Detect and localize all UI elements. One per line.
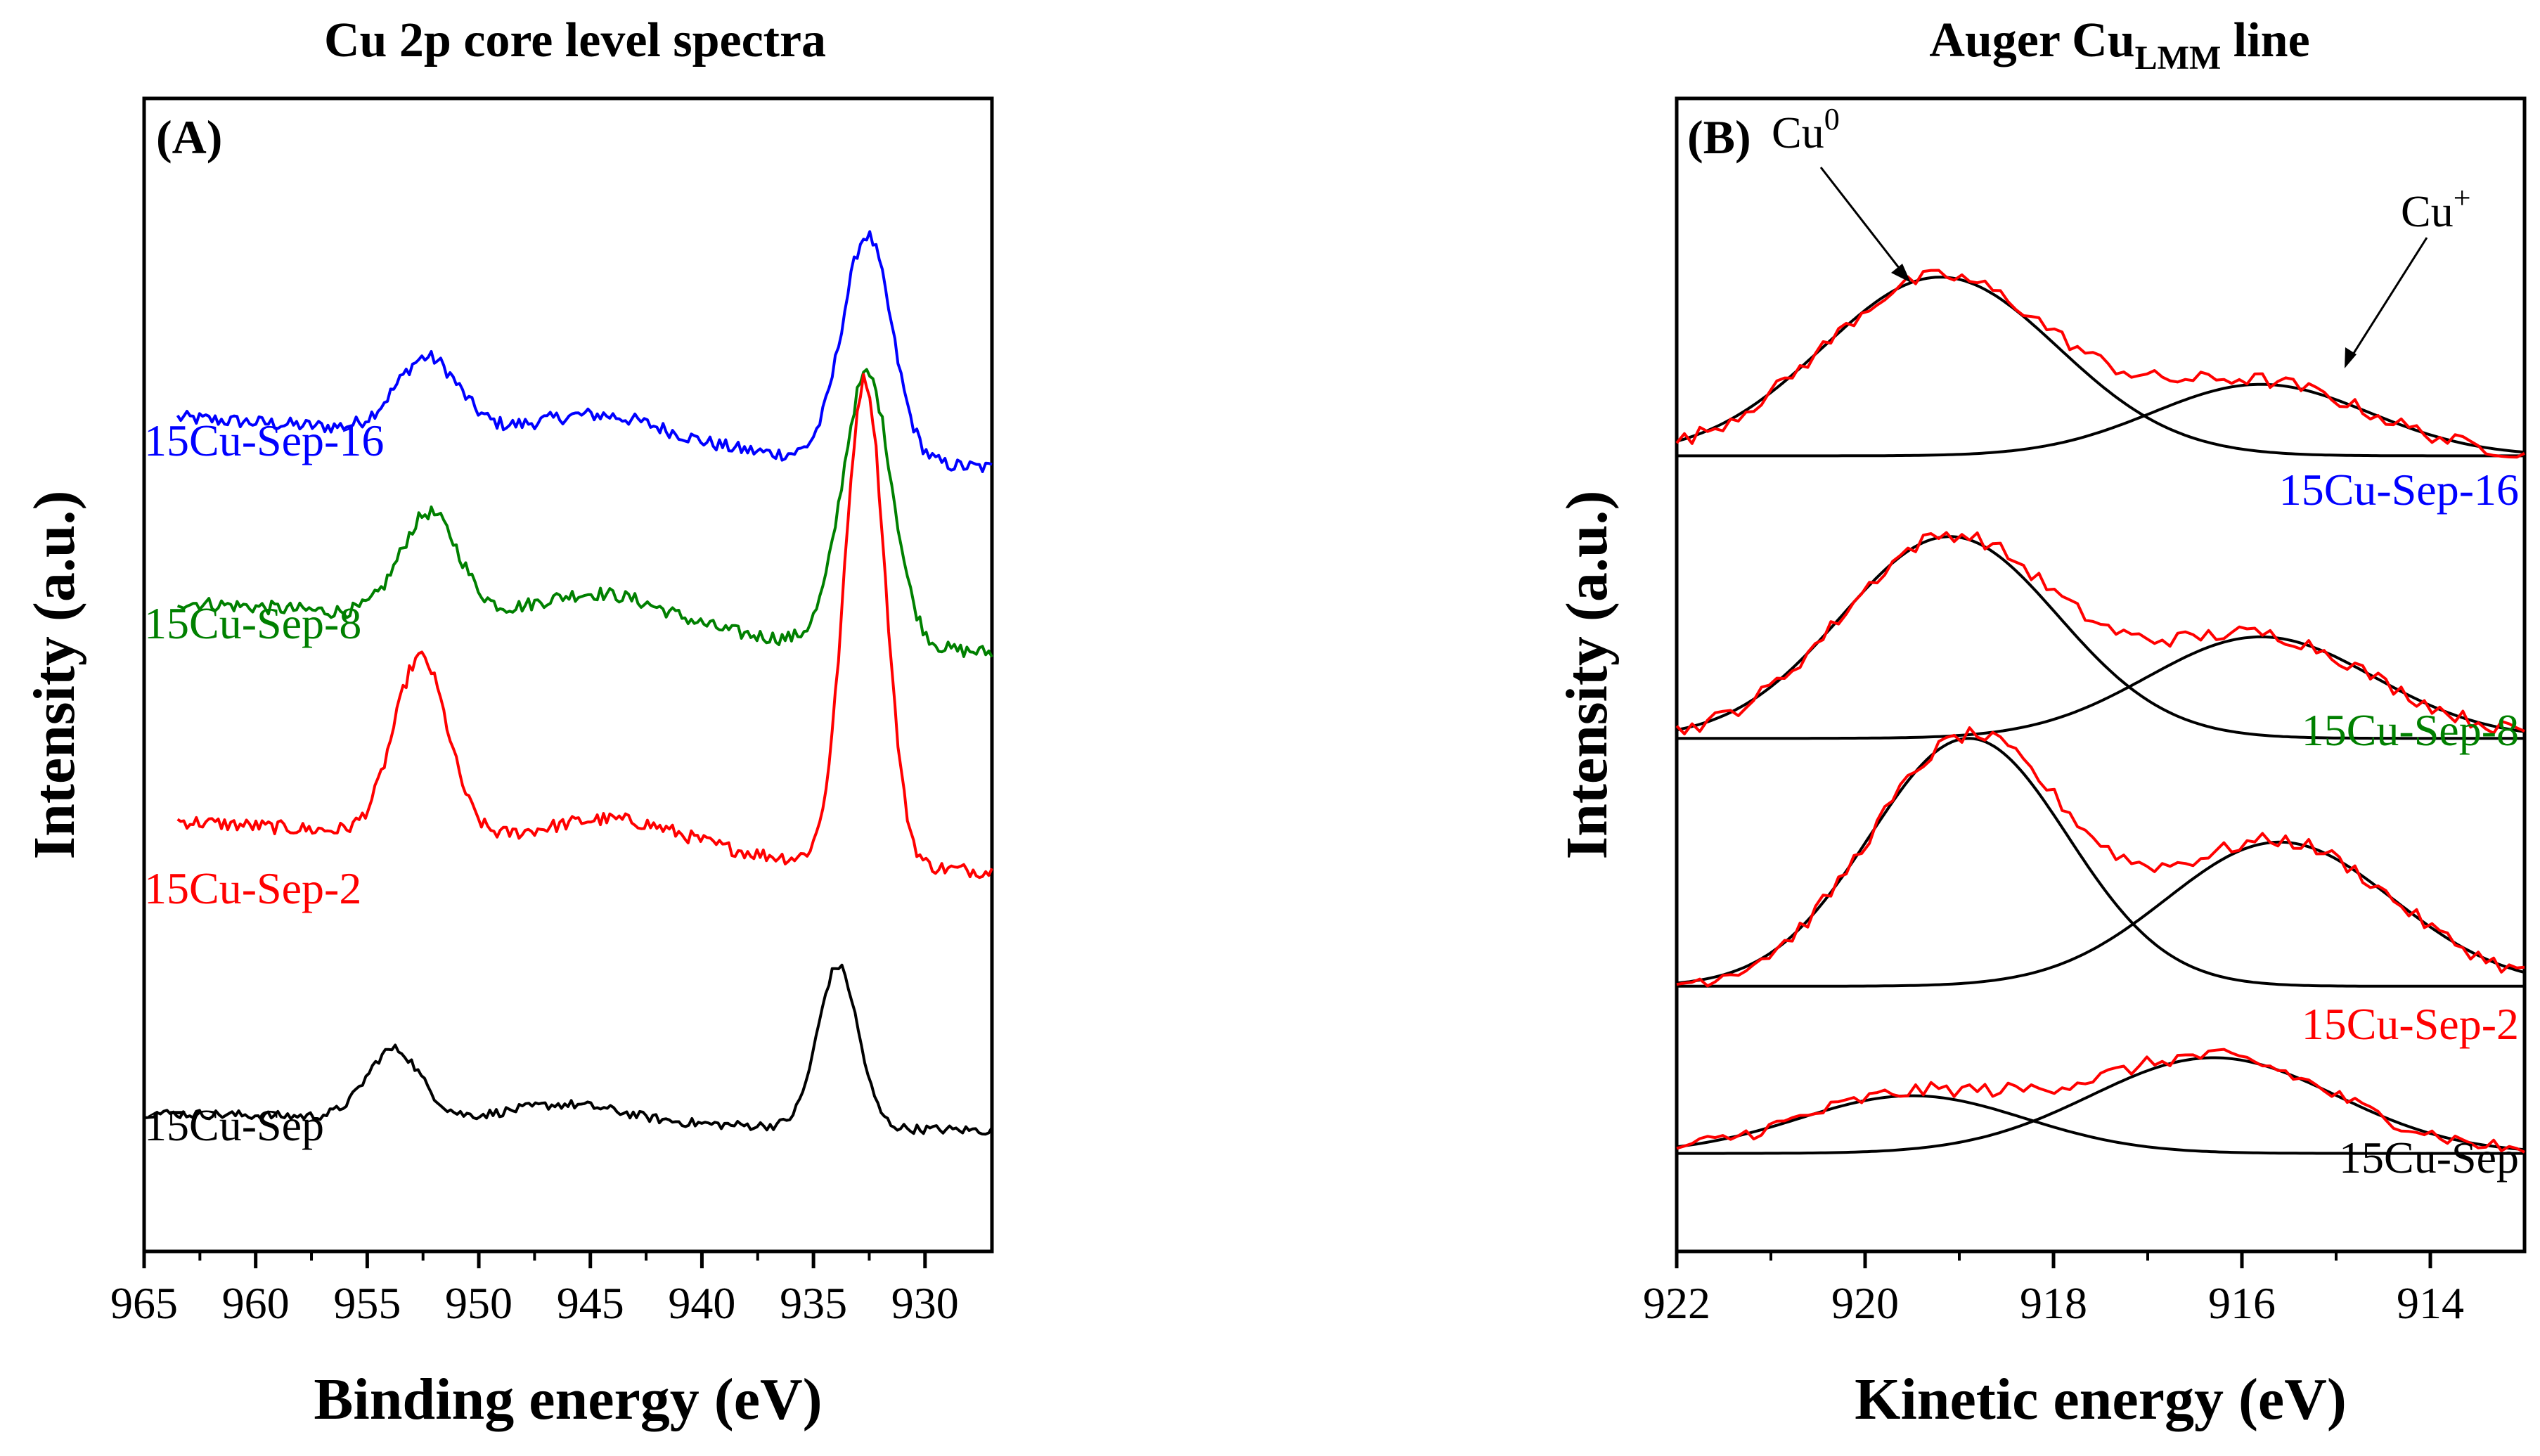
panel-b-x-tick-label-914: 914 <box>2397 1278 2464 1328</box>
panel-a-x-tick-label-940: 940 <box>668 1278 735 1328</box>
panel-a-label: (A) <box>156 110 222 164</box>
panel-a: Cu 2p core level spectra (A) 965 960 955 95… <box>22 13 994 1432</box>
group-label-15cu-sep-16: 15Cu-Sep-16 <box>2279 465 2519 515</box>
fit-component-2-15cu-sep-2 <box>1677 840 2525 988</box>
series-label-15cu-sep: 15Cu-Sep <box>144 1100 324 1150</box>
panel-a-x-tick-label-935: 935 <box>780 1278 847 1328</box>
annotation-cuplus: Cu+ <box>2401 181 2471 236</box>
data-line-15cu-sep-8 <box>1675 531 2525 735</box>
panel-b-label: (B) <box>1687 110 1751 164</box>
fit-component-2-15cu-sep-16 <box>1677 382 2525 458</box>
annotation-cu0-text: Cu <box>1772 108 1824 157</box>
fit-component-2-15cu-sep-8 <box>1677 635 2525 740</box>
data-line-15cu-sep-2 <box>1676 726 2525 988</box>
group-label-15cu-sep-8: 15Cu-Sep-8 <box>2302 705 2519 755</box>
panel-b-title-suffix: line <box>2221 13 2309 67</box>
series-label-15cu-sep-2: 15Cu-Sep-2 <box>144 863 361 913</box>
annotation-cuplus-text: Cu <box>2401 186 2454 236</box>
panel-a-x-tick-label-950: 950 <box>445 1278 512 1328</box>
panel-a-series <box>143 230 993 1136</box>
panel-b: Auger CuLMM line (B) 922 920 918 916 914 Cu0… <box>1554 13 2527 1432</box>
panel-a-x-label: Binding energy (eV) <box>314 1367 822 1432</box>
annotation-cu0-arrowhead <box>1891 264 1911 283</box>
panel-a-x-axis: 965 960 955 950 945 940 935 930 <box>110 1251 959 1328</box>
panel-b-y-label: Intensity (a.u.) <box>1554 490 1620 859</box>
annotation-cu0: Cu0 <box>1772 102 1840 157</box>
annotation-cuplus-sup: + <box>2454 181 2471 215</box>
panel-a-x-tick-label-965: 965 <box>110 1278 178 1328</box>
series-line-15cu-sep-2 <box>176 373 993 880</box>
panel-b-x-label: Kinetic energy (eV) <box>1855 1367 2347 1432</box>
series-label-15cu-sep-16: 15Cu-Sep-16 <box>144 415 384 465</box>
panel-b-x-tick-label-922: 922 <box>1643 1278 1710 1328</box>
panel-b-title: Auger CuLMM line <box>1929 13 2309 77</box>
annotation-cuplus-arrow <box>2347 237 2428 363</box>
data-line-15cu-sep <box>1676 1048 2525 1154</box>
panel-b-series <box>1675 269 2525 1155</box>
panel-b-frame <box>1675 96 2527 1254</box>
series-label-15cu-sep-8: 15Cu-Sep-8 <box>144 598 361 648</box>
panel-a-x-tick-label-930: 930 <box>891 1278 959 1328</box>
annotation-cu0-arrow <box>1819 167 1908 278</box>
annotation-cu0-sup: 0 <box>1824 102 1840 136</box>
panel-a-title: Cu 2p core level spectra <box>324 13 826 67</box>
panel-b-x-tick-label-918: 918 <box>2020 1278 2087 1328</box>
group-label-15cu-sep: 15Cu-Sep <box>2339 1133 2519 1183</box>
panel-a-x-tick-label-960: 960 <box>222 1278 290 1328</box>
panel-b-x-tick-label-920: 920 <box>1831 1278 1899 1328</box>
series-line-15cu-sep <box>143 963 993 1136</box>
group-label-15cu-sep-2: 15Cu-Sep-2 <box>2302 999 2519 1049</box>
panel-a-frame <box>142 96 994 1254</box>
data-line-15cu-sep-16 <box>1675 269 2525 459</box>
panel-b-title-sub: LMM <box>2135 39 2222 77</box>
panel-b-x-tick-label-916: 916 <box>2208 1278 2276 1328</box>
panel-a-x-tick-label-955: 955 <box>333 1278 401 1328</box>
annotation-cuplus-arrowhead <box>2345 347 2357 368</box>
series-line-15cu-sep-8 <box>176 368 993 658</box>
panel-a-y-label: Intensity (a.u.) <box>22 490 87 859</box>
series-line-15cu-sep-16 <box>176 230 993 473</box>
panel-a-x-tick-label-945: 945 <box>557 1278 624 1328</box>
fit-component-1-15cu-sep-2 <box>1676 737 2525 988</box>
panel-b-title-main: Auger Cu <box>1929 13 2134 67</box>
panel-b-x-axis: 922 920 918 916 914 <box>1643 1251 2464 1328</box>
